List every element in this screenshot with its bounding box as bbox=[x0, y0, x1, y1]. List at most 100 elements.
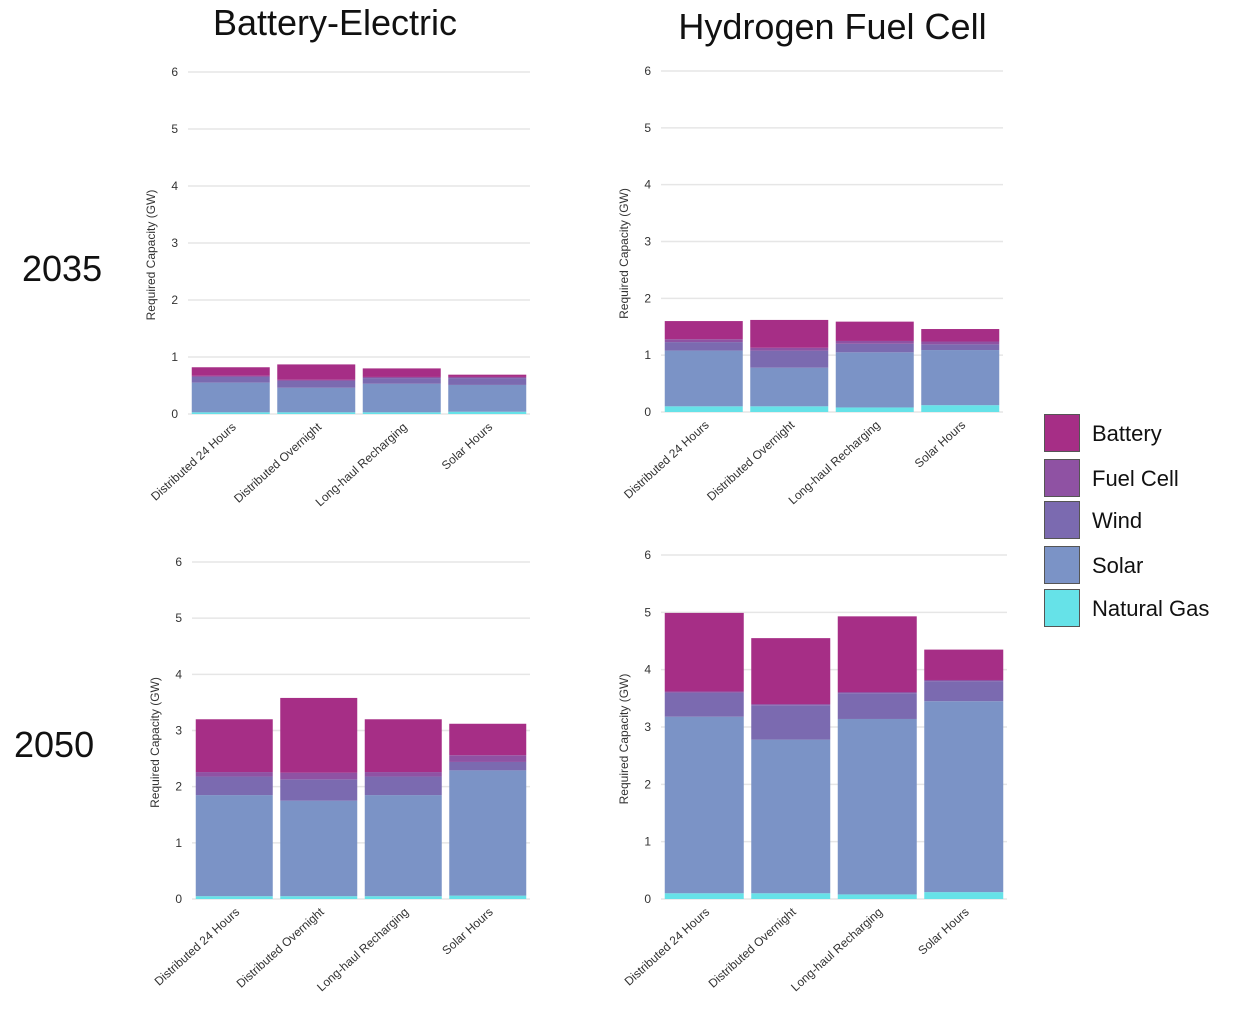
bar-segment-solar-solar-hours bbox=[449, 770, 527, 896]
bar-segment-fuel-cell-distributed-24-hours bbox=[191, 375, 270, 377]
bar-segment-battery-solar-hours bbox=[448, 374, 527, 377]
y-tick-label: 5 bbox=[644, 121, 651, 135]
bar-segment-fuel-cell-long-haul-recharging bbox=[835, 340, 914, 344]
bar-segment-fuel-cell-long-haul-recharging bbox=[362, 376, 441, 379]
x-tick-label-distributed-overnight: Distributed Overnight bbox=[704, 417, 798, 503]
bar-segment-solar-distributed-24-hours bbox=[664, 716, 744, 894]
x-tick-label-solar-hours: Solar Hours bbox=[439, 905, 495, 958]
y-tick-label: 1 bbox=[644, 348, 651, 362]
bar-segment-natural-gas-distributed-overnight bbox=[751, 893, 831, 899]
legend-item-fuel-cell: Fuel Cell bbox=[1044, 459, 1234, 499]
y-tick-label: 3 bbox=[171, 236, 178, 250]
x-tick-label-distributed-overnight: Distributed Overnight bbox=[234, 904, 328, 990]
y-tick-label: 2 bbox=[644, 777, 651, 791]
bar-segment-fuel-cell-distributed-overnight bbox=[280, 772, 358, 780]
x-tick-label-distributed-overnight: Distributed Overnight bbox=[231, 419, 325, 505]
bar-segment-solar-distributed-overnight bbox=[750, 367, 829, 407]
legend-swatch-battery bbox=[1044, 414, 1080, 452]
bar-segment-battery-solar-hours bbox=[921, 329, 1000, 342]
bar-segment-natural-gas-distributed-24-hours bbox=[664, 406, 743, 412]
x-tick-label-long-haul-recharging: Long-haul Recharging bbox=[314, 905, 411, 994]
x-tick-label-solar-hours: Solar Hours bbox=[915, 905, 971, 958]
legend-label-fuel-cell: Fuel Cell bbox=[1092, 466, 1179, 491]
x-tick-label-distributed-24-hours: Distributed 24 Hours bbox=[152, 905, 243, 989]
y-tick-label: 6 bbox=[644, 64, 651, 78]
chart-panel-fc-2050: 0 1 2 3 4 5 6 Required Capacity (GW) Distributed… bbox=[617, 548, 1007, 994]
bar-segment-battery-solar-hours bbox=[449, 723, 527, 756]
chart-panel-fc-2035: 0 1 2 3 4 5 6 Required Capacity (GW) Distributed… bbox=[617, 64, 1003, 507]
x-tick-label-distributed-24-hours: Distributed 24 Hours bbox=[148, 420, 239, 504]
bar-segment-solar-solar-hours bbox=[924, 701, 1004, 893]
bar-segment-solar-solar-hours bbox=[921, 350, 1000, 406]
bar-segment-natural-gas-distributed-overnight bbox=[750, 406, 829, 412]
bar-segment-wind-long-haul-recharging bbox=[362, 378, 441, 384]
y-tick-label: 0 bbox=[175, 892, 182, 906]
chart-panel-be-2050: 0 1 2 3 4 5 6 Required Capacity (GW) Distributed… bbox=[148, 555, 530, 994]
y-tick-label: 3 bbox=[644, 235, 651, 249]
x-tick-label-distributed-24-hours: Distributed 24 Hours bbox=[621, 418, 712, 502]
bar-segment-natural-gas-long-haul-recharging bbox=[364, 896, 442, 899]
bar-segment-natural-gas-distributed-overnight bbox=[277, 412, 356, 414]
bar-segment-wind-solar-hours bbox=[449, 761, 527, 771]
bar-segment-natural-gas-solar-hours bbox=[924, 892, 1004, 899]
bar-segment-wind-solar-hours bbox=[921, 344, 1000, 351]
bar-segment-battery-long-haul-recharging bbox=[364, 719, 442, 773]
bar-segment-fuel-cell-distributed-overnight bbox=[750, 347, 829, 351]
x-tick-label-distributed-24-hours: Distributed 24 Hours bbox=[622, 905, 713, 989]
bar-segment-battery-distributed-overnight bbox=[280, 697, 358, 773]
y-axis-label: Required Capacity (GW) bbox=[144, 190, 158, 321]
bar-segment-solar-distributed-overnight bbox=[277, 387, 356, 413]
y-tick-label: 6 bbox=[644, 548, 651, 562]
x-tick-label-solar-hours: Solar Hours bbox=[439, 420, 495, 473]
y-tick-label: 2 bbox=[644, 291, 651, 305]
bar-segment-wind-distributed-overnight bbox=[751, 705, 831, 740]
bar-segment-natural-gas-distributed-24-hours bbox=[195, 896, 273, 899]
column-title-battery-electric: Battery-Electric bbox=[212, 2, 458, 43]
legend-swatch-fuel-cell bbox=[1044, 459, 1080, 497]
bar-segment-fuel-cell-distributed-24-hours bbox=[195, 772, 273, 777]
bar-segment-battery-distributed-overnight bbox=[750, 319, 829, 348]
bar-segment-battery-distributed-overnight bbox=[277, 364, 356, 380]
bar-segment-natural-gas-distributed-overnight bbox=[280, 896, 358, 899]
bar-segment-wind-distributed-24-hours bbox=[664, 342, 743, 351]
bar-segment-fuel-cell-long-haul-recharging bbox=[837, 692, 917, 694]
bar-segment-battery-distributed-24-hours bbox=[664, 612, 744, 692]
bar-segment-wind-distributed-overnight bbox=[750, 350, 829, 368]
legend-item-battery: Battery bbox=[1044, 414, 1234, 454]
bar-segment-solar-distributed-overnight bbox=[751, 739, 831, 894]
y-tick-label: 3 bbox=[175, 724, 182, 738]
column-title-hydrogen-fuel-cell: Hydrogen Fuel Cell bbox=[678, 6, 987, 47]
bar-segment-battery-long-haul-recharging bbox=[835, 321, 914, 341]
bar-segment-natural-gas-distributed-24-hours bbox=[191, 412, 270, 414]
bar-segment-battery-distributed-24-hours bbox=[664, 321, 743, 340]
y-tick-label: 6 bbox=[175, 555, 182, 569]
bar-segment-natural-gas-solar-hours bbox=[448, 411, 527, 414]
bar-segment-solar-long-haul-recharging bbox=[364, 795, 442, 897]
legend-label-battery: Battery bbox=[1092, 421, 1162, 446]
y-tick-label: 0 bbox=[644, 892, 651, 906]
y-tick-label: 2 bbox=[175, 780, 182, 794]
y-tick-label: 5 bbox=[171, 122, 178, 136]
legend-label-natural-gas: Natural Gas bbox=[1092, 596, 1210, 621]
legend-label-wind: Wind bbox=[1092, 508, 1143, 533]
bar-segment-wind-distributed-overnight bbox=[277, 380, 356, 388]
bar-segment-battery-distributed-overnight bbox=[751, 638, 831, 705]
bar-segment-wind-long-haul-recharging bbox=[837, 693, 917, 719]
legend-swatch-wind bbox=[1044, 501, 1080, 539]
bar-segment-fuel-cell-solar-hours bbox=[924, 679, 1004, 682]
bar-segment-wind-solar-hours bbox=[924, 681, 1004, 702]
y-tick-label: 1 bbox=[175, 836, 182, 850]
bar-segment-fuel-cell-solar-hours bbox=[448, 376, 527, 379]
bar-segment-wind-distributed-24-hours bbox=[191, 376, 270, 383]
bar-segment-solar-distributed-24-hours bbox=[195, 795, 273, 897]
y-tick-label: 3 bbox=[644, 720, 651, 734]
bar-segment-solar-distributed-overnight bbox=[280, 800, 358, 897]
y-tick-label: 4 bbox=[644, 178, 651, 192]
bar-segment-wind-long-haul-recharging bbox=[835, 343, 914, 353]
x-tick-label-long-haul-recharging: Long-haul Recharging bbox=[313, 420, 410, 509]
bar-segment-fuel-cell-distributed-overnight bbox=[277, 379, 356, 381]
bar-segment-natural-gas-solar-hours bbox=[449, 895, 527, 899]
y-tick-label: 1 bbox=[171, 350, 178, 364]
